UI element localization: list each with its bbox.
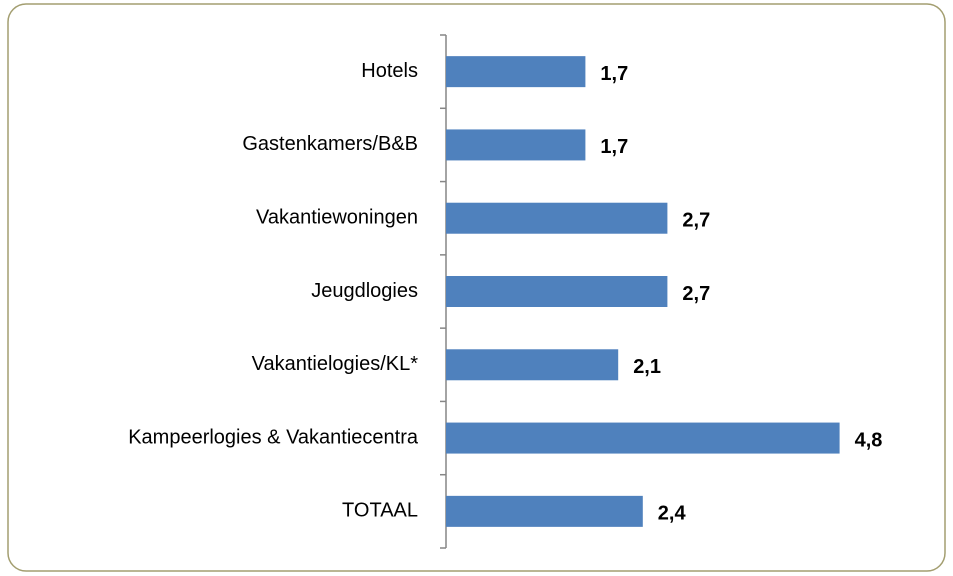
y-tick-label: Vakantielogies/KL* <box>252 353 419 375</box>
value-label: 1,7 <box>600 136 628 158</box>
value-label: 1,7 <box>600 63 628 85</box>
bar <box>446 56 586 88</box>
bar <box>446 349 619 381</box>
bar <box>446 422 840 454</box>
y-tick-label: Gastenkamers/B&B <box>242 133 418 155</box>
value-label: 2,7 <box>682 209 710 231</box>
value-label: 2,4 <box>658 503 687 525</box>
bar <box>446 495 643 527</box>
value-label: 2,7 <box>682 283 710 305</box>
y-tick-label: Hotels <box>361 60 418 82</box>
y-tick-label: Vakantiewoningen <box>256 206 418 228</box>
y-tick-label: TOTAAL <box>342 500 418 522</box>
bar <box>446 129 586 161</box>
y-tick-label: Jeugdlogies <box>311 280 418 302</box>
bar <box>446 202 668 234</box>
y-tick-label: Kampeerlogies & Vakantiecentra <box>128 426 419 448</box>
value-label: 2,1 <box>633 356 661 378</box>
bar <box>446 276 668 307</box>
value-label: 4,8 <box>855 429 883 451</box>
